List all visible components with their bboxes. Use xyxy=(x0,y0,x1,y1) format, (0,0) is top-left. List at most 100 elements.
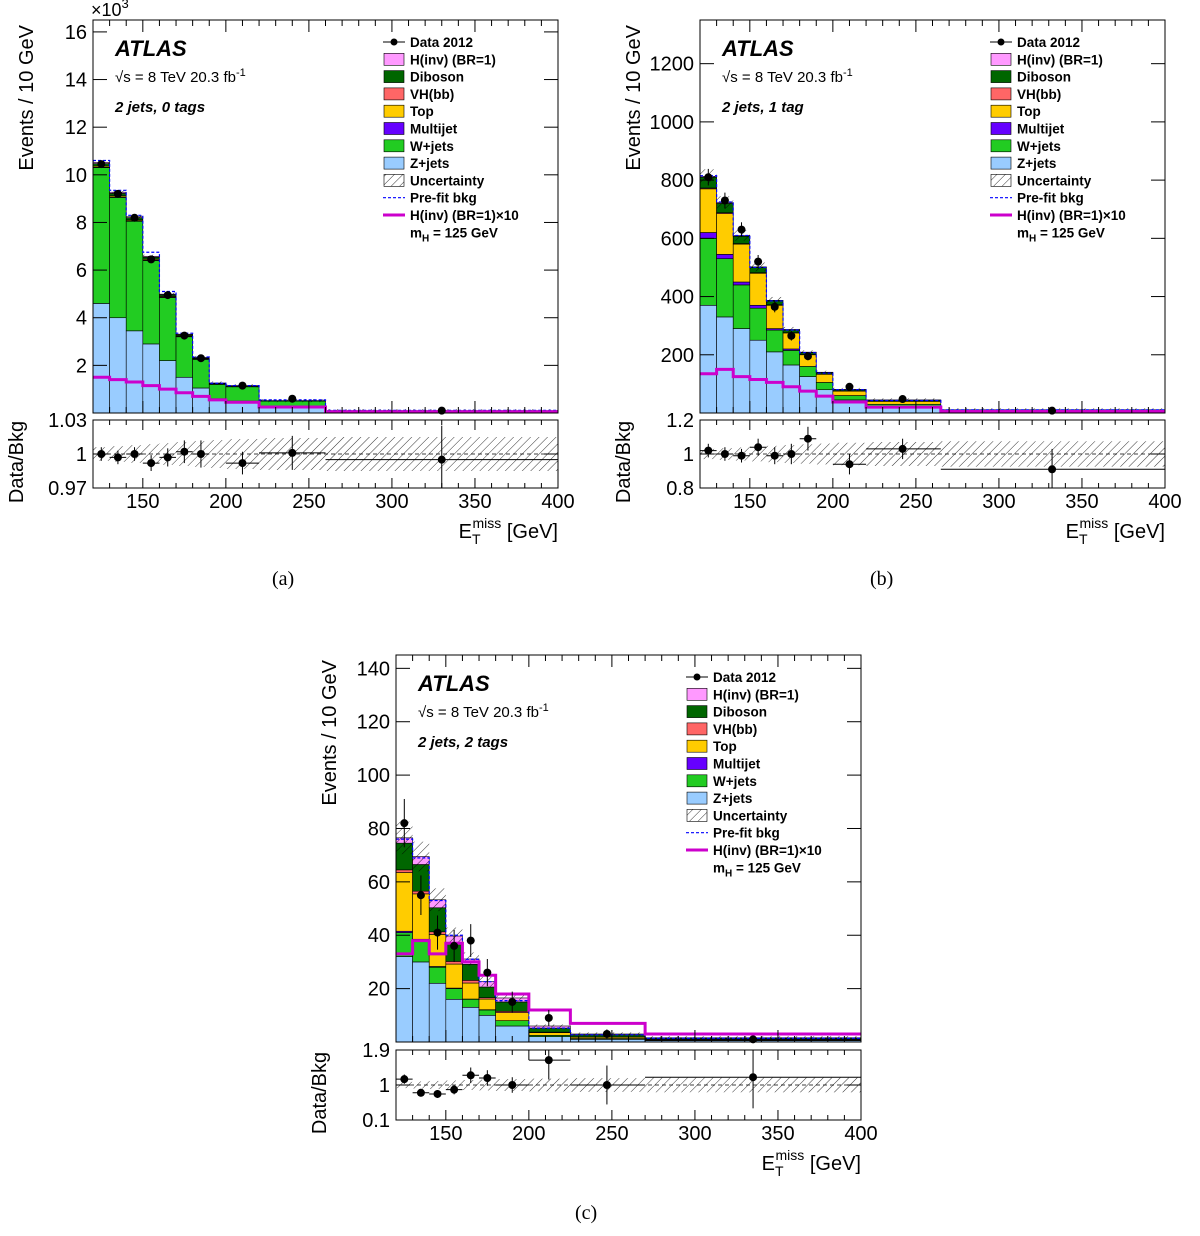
data-point xyxy=(738,226,746,234)
legend-swatch xyxy=(687,706,707,718)
ratio-point xyxy=(721,450,729,458)
stack-bar-zjets xyxy=(176,377,193,413)
legend-label: VH(bb) xyxy=(713,722,757,737)
ratio-y-tick-label: 0.8 xyxy=(666,478,694,500)
legend-label-rest: = 125 GeV xyxy=(429,225,498,240)
stack-bar-zjets xyxy=(93,303,110,413)
legend-label: VH(bb) xyxy=(1017,87,1061,102)
legend-swatch xyxy=(384,157,404,169)
data-point xyxy=(180,332,188,340)
legend-label: H(inv) (BR=1) xyxy=(1017,52,1103,67)
x-tick-label: 250 xyxy=(292,491,325,513)
data-point xyxy=(508,998,516,1006)
data-point xyxy=(288,395,296,403)
energy-exp: -1 xyxy=(236,67,246,79)
stack-bar-wjets xyxy=(209,384,226,398)
y-tick-label: 200 xyxy=(661,345,694,367)
data-point xyxy=(197,354,205,362)
y-tick-label: 80 xyxy=(368,818,390,840)
stack-bar-zjets xyxy=(816,390,833,413)
stack-bar-vhbb xyxy=(462,980,479,983)
stack-bar-top xyxy=(717,214,734,255)
stack-bar-zjets xyxy=(429,983,446,1042)
legend-data-marker xyxy=(694,674,701,681)
energy-label: √s = 8 TeV 20.3 fb-1 xyxy=(115,67,246,86)
stack-bar-zjets xyxy=(479,1015,496,1042)
x-tick-label: 150 xyxy=(733,491,766,513)
uncertainty-band xyxy=(529,1024,571,1027)
stack-bar-wjets xyxy=(496,1021,529,1026)
ratio-y-tick-label: 1 xyxy=(379,1075,390,1097)
ratio-point xyxy=(845,460,853,468)
legend-label: Multijet xyxy=(713,757,761,772)
ratio-y-tick-label: 1.2 xyxy=(666,410,694,432)
stack-bar-multijet xyxy=(717,254,734,258)
stack-bar-wjets xyxy=(176,337,193,377)
stack-bar-zjets xyxy=(110,318,127,413)
data-point xyxy=(417,891,425,899)
stack-bar-zjets xyxy=(159,361,176,413)
stack-bar-diboson xyxy=(479,987,496,998)
ratio-y-axis-label: Data/Bkg xyxy=(6,421,28,503)
data-point xyxy=(804,352,812,360)
legend-label: H(inv) (BR=1) xyxy=(410,52,496,67)
category-label: 2 jets, 2 tags xyxy=(417,734,508,751)
stack-bar-top xyxy=(529,1033,571,1036)
ratio-y-tick-label: 1 xyxy=(683,444,694,466)
data-point xyxy=(434,929,442,937)
legend-swatch xyxy=(687,775,707,787)
ratio-point xyxy=(545,1056,553,1064)
y-tick-label: 100 xyxy=(357,765,390,787)
stack-bar-wjets xyxy=(733,285,750,329)
stack-bar-wjets xyxy=(800,366,817,376)
legend-label: Diboson xyxy=(1017,70,1071,85)
x-tick-label: 400 xyxy=(541,491,574,513)
data-point xyxy=(467,937,475,945)
ratio-y-tick-label: 0.1 xyxy=(362,1110,390,1132)
legend-swatch xyxy=(991,174,1011,186)
ratio-band xyxy=(209,440,226,468)
legend-swatch xyxy=(991,53,1011,65)
stack-bar-wjets xyxy=(193,359,210,388)
stack-bar-wjets xyxy=(717,259,734,317)
stack-bar-zjets xyxy=(126,331,143,413)
stack-bar-wjets xyxy=(110,197,127,317)
data-point xyxy=(771,303,779,311)
legend-label-rest: = 125 GeV xyxy=(1036,225,1105,240)
ratio-y-tick-label: 0.97 xyxy=(48,478,87,500)
data-point xyxy=(97,160,105,168)
y-tick-label: 40 xyxy=(368,925,390,947)
legend-label: Uncertainty xyxy=(410,173,485,188)
atlas-label: ATLAS xyxy=(721,36,794,61)
data-point xyxy=(754,258,762,266)
legend-swatch xyxy=(687,809,707,821)
data-point xyxy=(147,255,155,263)
legend-label: Data 2012 xyxy=(1017,35,1080,50)
data-point xyxy=(483,969,491,977)
legend-label: Pre-fit bkg xyxy=(713,826,780,841)
ratio-point xyxy=(450,1086,458,1094)
stack-bar-wjets xyxy=(816,382,833,389)
ratio-y-axis-label: Data/Bkg xyxy=(613,421,635,503)
y-tick-label: 1000 xyxy=(650,112,695,134)
legend-swatch xyxy=(991,71,1011,83)
stack-bar-top xyxy=(446,964,463,988)
stack-bar-zjets xyxy=(413,962,430,1042)
legend-swatch xyxy=(384,105,404,117)
legend-label: Diboson xyxy=(410,70,464,85)
stack-bar-zjets xyxy=(800,377,817,413)
ratio-point xyxy=(1048,465,1056,473)
stack-bar-multijet xyxy=(700,233,717,239)
stack-bar-zjets xyxy=(717,317,734,413)
stack-bar-multijet xyxy=(750,305,767,308)
legend-label: Z+jets xyxy=(713,791,752,806)
legend-label: W+jets xyxy=(1017,139,1061,154)
stack-bar-wjets xyxy=(93,168,110,304)
legend-label: Diboson xyxy=(713,705,767,720)
stack-bar-top xyxy=(479,999,496,1010)
x-axis-label-sub: T xyxy=(472,531,481,547)
data-point xyxy=(164,291,172,299)
ratio-point xyxy=(180,448,188,456)
stack-bar-multijet xyxy=(733,282,750,285)
